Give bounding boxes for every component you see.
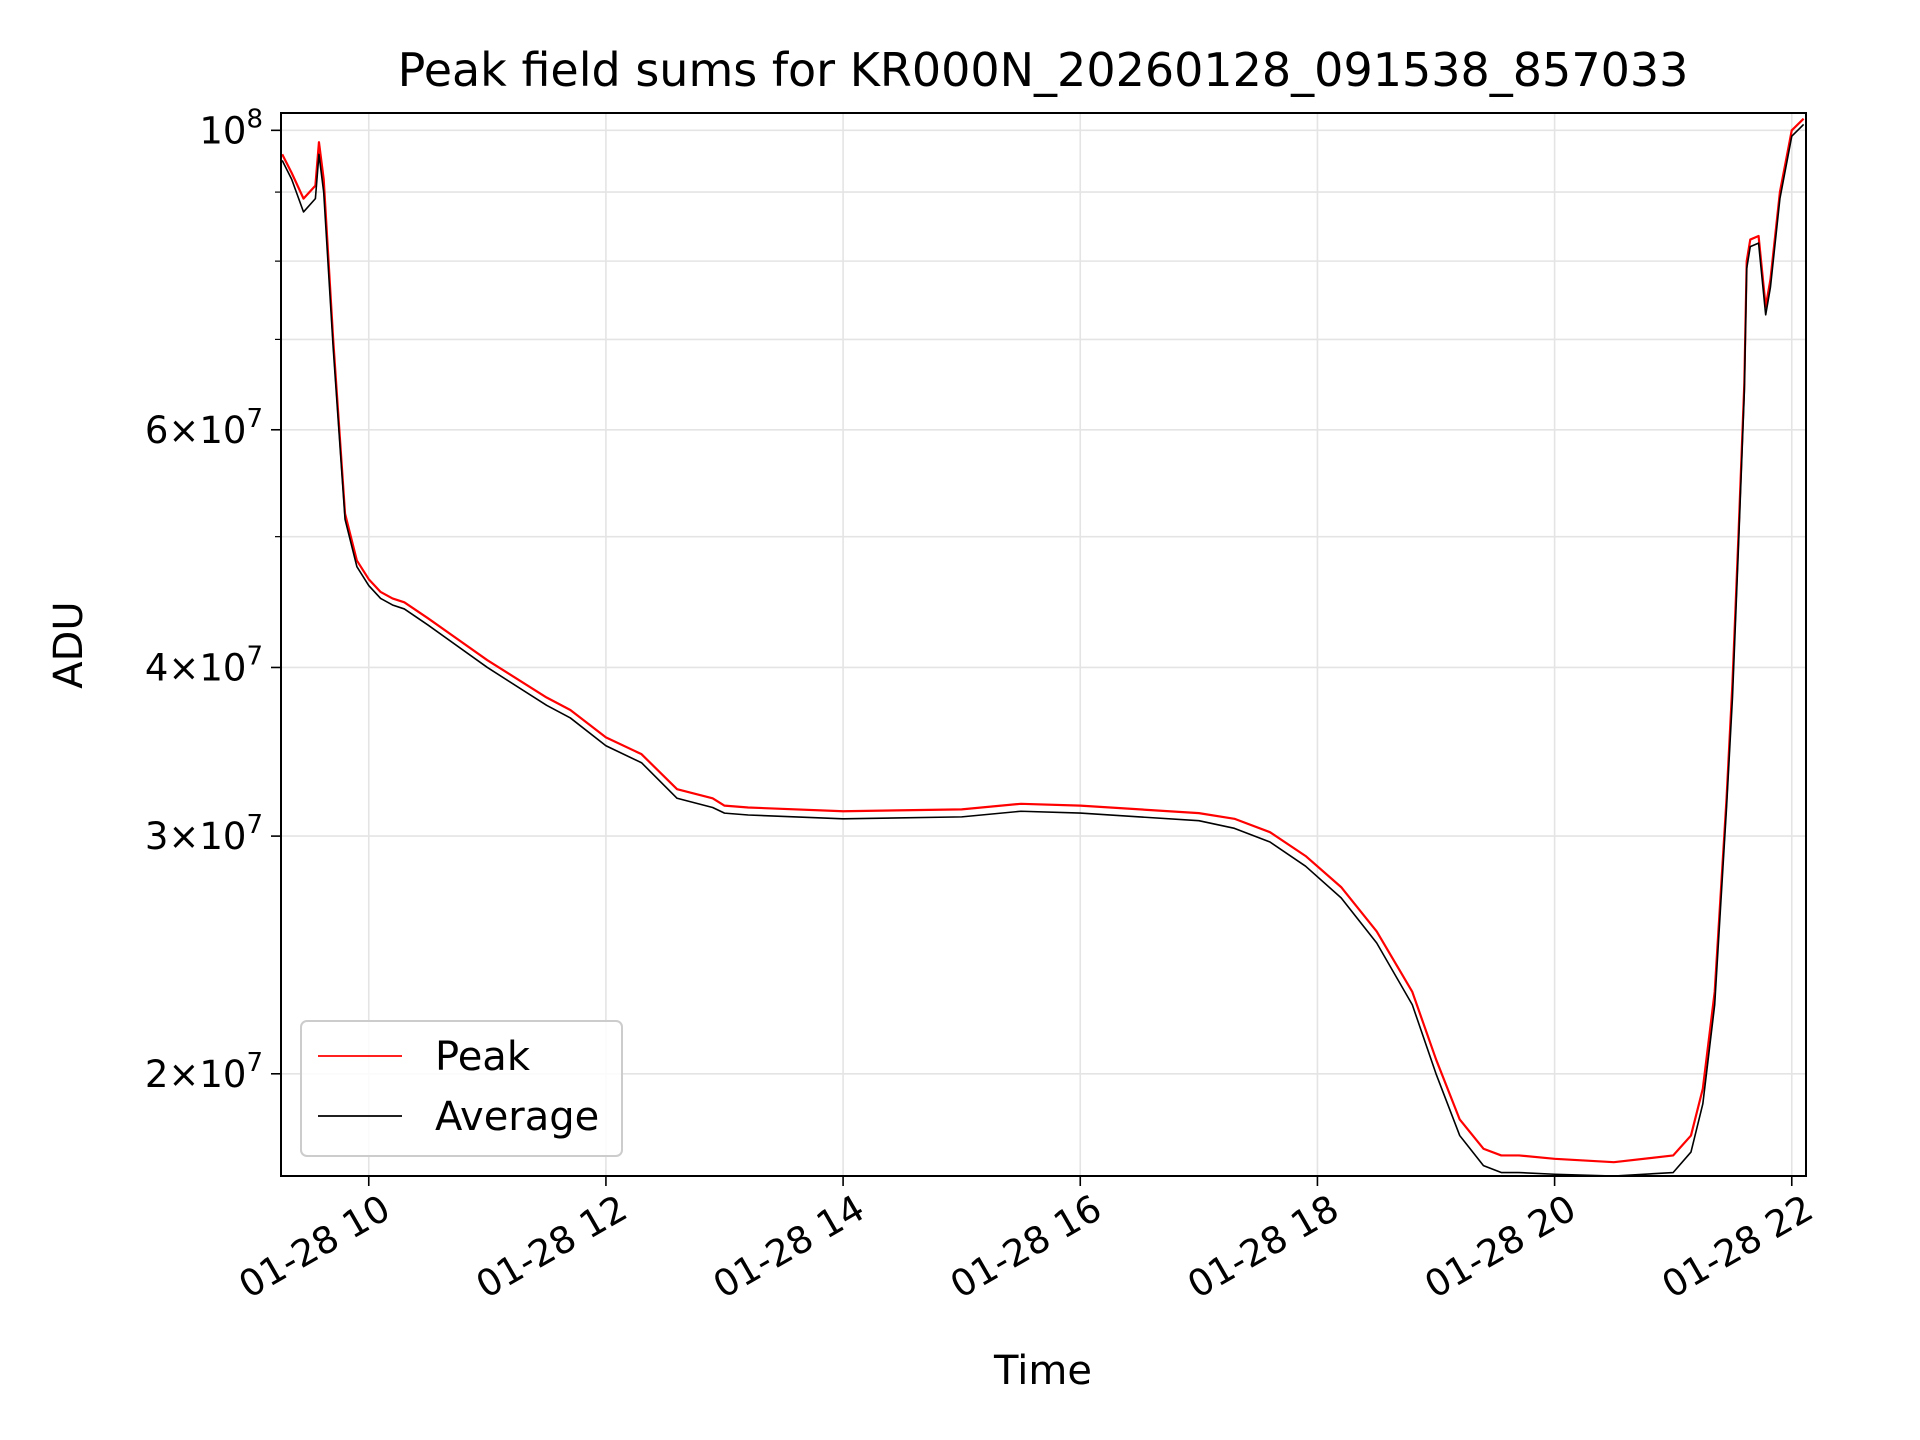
grid bbox=[281, 113, 1806, 1176]
y-tick-label: 3×107 bbox=[145, 810, 263, 858]
legend-box bbox=[300, 1020, 623, 1157]
y-axis-ticks: 2×107 3×107 4×107 6×107 108 bbox=[145, 104, 281, 1096]
legend-label-average: Average bbox=[435, 1094, 599, 1140]
legend-label-peak: Peak bbox=[435, 1034, 531, 1080]
plot-frame bbox=[280, 112, 1807, 1177]
chart-title: Peak field sums for KR000N_20260128_0915… bbox=[398, 43, 1689, 97]
y-tick-label: 2×107 bbox=[145, 1048, 263, 1096]
x-axis-label: Time bbox=[993, 1348, 1092, 1394]
legend: Peak Average bbox=[300, 1020, 623, 1157]
series-line-average bbox=[281, 123, 1805, 1177]
y-tick-label: 4×107 bbox=[145, 641, 263, 689]
y-axis-label: ADU bbox=[46, 601, 92, 688]
y-tick-label: 108 bbox=[199, 104, 263, 152]
series-lines bbox=[281, 117, 1805, 1177]
y-tick-label: 6×107 bbox=[145, 404, 263, 452]
